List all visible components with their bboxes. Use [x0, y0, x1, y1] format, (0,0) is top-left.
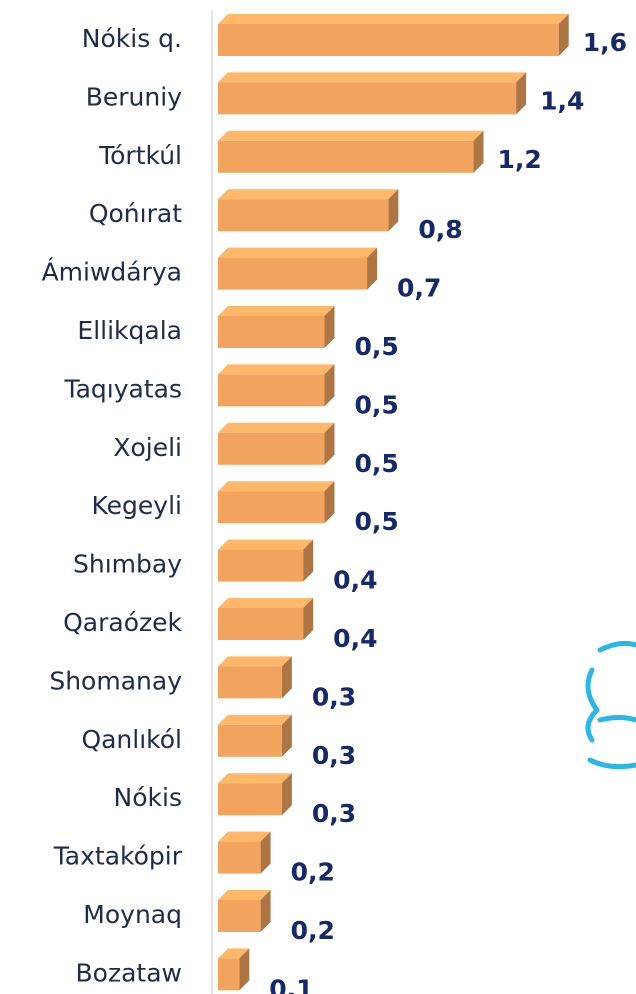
bar-top: [218, 72, 527, 83]
y-tick-label: Qaraózek: [63, 608, 182, 637]
decor-icon: [585, 640, 636, 770]
bar-top: [218, 773, 292, 784]
value-label: 0,2: [291, 916, 335, 945]
bar-side: [558, 14, 569, 56]
value-label: 0,2: [291, 858, 335, 887]
bar: [218, 199, 389, 232]
y-tick-label: Shımbay: [73, 550, 182, 579]
y-tick-label: Nókis: [114, 783, 182, 812]
bar-side: [324, 422, 335, 465]
bar-side: [281, 714, 292, 757]
bar: [218, 549, 304, 582]
y-tick-label: Qanlıkól: [81, 725, 182, 754]
bar-side: [281, 773, 292, 816]
bar-side: [239, 948, 250, 991]
bar: [218, 374, 325, 407]
bar-top: [218, 422, 335, 433]
bar-top: [218, 890, 271, 900]
y-tick-label: Tórtkúl: [98, 141, 182, 170]
y-tick-label: Bozataw: [76, 958, 182, 987]
value-label: 0,3: [312, 682, 356, 711]
bar-side: [324, 481, 335, 524]
y-tick-label: Kegeyli: [92, 491, 182, 520]
bar: [218, 82, 517, 115]
bar-side: [388, 189, 399, 232]
bar-top: [218, 189, 399, 200]
bar: [218, 432, 325, 465]
bar: [218, 24, 559, 56]
value-label: 0,7: [397, 274, 441, 303]
bar-top: [218, 306, 335, 316]
bar-side: [303, 539, 314, 582]
bar-top: [218, 364, 335, 375]
bar-side: [367, 247, 378, 290]
bar-top: [218, 539, 314, 550]
bar-top: [218, 714, 292, 725]
y-tick-label: Taxtakópir: [53, 842, 183, 871]
value-label: 1,6: [583, 28, 627, 57]
y-tick-label: Ámiwdárya: [42, 258, 182, 287]
bar-side: [303, 598, 314, 640]
y-tick-label: Taqıyatas: [63, 374, 182, 403]
bar-top: [218, 656, 292, 667]
bar-side: [260, 831, 271, 874]
y-tick-label: Moynaq: [83, 900, 182, 929]
bar: [218, 958, 240, 991]
bar: [218, 140, 474, 173]
bar-side: [516, 72, 527, 115]
bar-top: [218, 481, 335, 492]
value-label: 0,1: [269, 974, 313, 994]
value-label: 0,3: [312, 799, 356, 828]
bar: [218, 608, 304, 640]
y-tick-label: Beruniy: [86, 82, 182, 111]
value-label: 1,2: [498, 145, 542, 174]
bar-side: [324, 306, 335, 348]
y-tick-label: Ellikqala: [77, 316, 182, 345]
bar-side: [281, 656, 292, 699]
bar: [218, 783, 282, 816]
bar-side: [324, 364, 335, 407]
y-tick-label: Xojeli: [113, 433, 182, 462]
bar-top: [218, 598, 314, 608]
value-label: 1,4: [540, 86, 584, 115]
bar-top: [218, 831, 271, 842]
value-label: 0,4: [333, 566, 377, 595]
value-label: 0,4: [333, 624, 377, 653]
bar: [218, 841, 261, 874]
bar: [218, 724, 282, 757]
value-label: 0,3: [312, 741, 356, 770]
value-label: 0,5: [354, 507, 398, 536]
bar-side: [260, 890, 271, 932]
bar: [218, 666, 282, 699]
bar: [218, 900, 261, 932]
value-label: 0,5: [354, 390, 398, 419]
bar-side: [473, 130, 484, 173]
y-tick-label: Nókis q.: [82, 24, 182, 53]
value-label: 0,5: [354, 449, 398, 478]
bar-top: [218, 247, 378, 258]
bar: [218, 316, 325, 348]
bar-top: [218, 948, 250, 959]
value-label: 0,5: [354, 332, 398, 361]
y-tick-label: Shomanay: [49, 666, 182, 695]
bar-top: [218, 14, 569, 24]
bar: [218, 491, 325, 524]
bar: [218, 257, 368, 290]
bar-top: [218, 130, 484, 141]
value-label: 0,8: [418, 215, 462, 244]
y-tick-label: Qońırat: [89, 199, 182, 228]
